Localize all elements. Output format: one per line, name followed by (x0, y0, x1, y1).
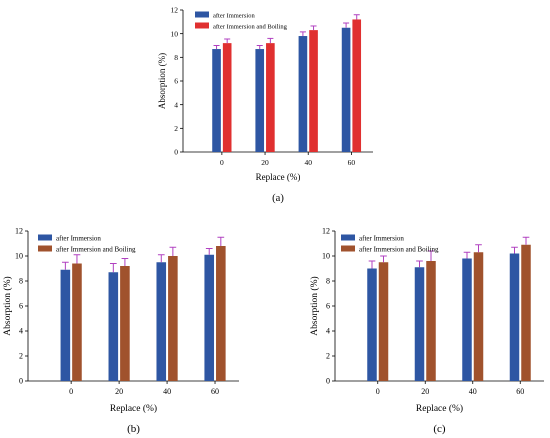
legend-label: after Immersion (359, 234, 404, 242)
panel-label: (a) (272, 193, 284, 204)
x-tick-label: 40 (304, 158, 312, 167)
bar-immersion-boiling (72, 263, 82, 381)
legend-label: after Immersion and Boiling (213, 23, 288, 30)
bar-immersion (156, 262, 167, 381)
legend-swatch (195, 11, 209, 18)
chart-panel-a: 0 2 4 6 8 10 12 0 20 40 60 after Immersion after Imm… (157, 6, 373, 204)
y-axis-label: Absorption (%) (309, 276, 320, 335)
x-tick-label: 0 (69, 387, 73, 396)
x-axis-label: Replace (%) (256, 172, 301, 182)
bar-immersion-boiling (222, 43, 232, 153)
bar-immersion-boiling (120, 266, 130, 381)
bar-immersion (212, 49, 221, 152)
legend-label: after Immersion (56, 234, 101, 242)
x-tick-label: 0 (220, 158, 224, 167)
chart-panel-b: 0 2 4 6 8 10 12 0 20 40 60 after Immersion after Imm… (2, 227, 239, 435)
bar-immersion (462, 258, 472, 381)
y-tick-label: 2 (19, 352, 23, 361)
legend-label: after Immersion and Boiling (359, 245, 439, 253)
bar-immersion (60, 269, 71, 381)
bar-immersion (255, 49, 265, 152)
y-tick-label: 4 (326, 327, 330, 336)
bar-immersion (341, 27, 351, 152)
y-tick-label: 8 (174, 53, 178, 62)
y-axis-label: Absorption (%) (2, 276, 13, 335)
bar-immersion-boiling (352, 19, 362, 152)
y-tick-label: 0 (326, 377, 330, 386)
x-axis-label: Replace (%) (110, 403, 157, 414)
y-tick-label: 0 (19, 377, 23, 386)
y-tick-label: 10 (171, 29, 179, 38)
x-tick-label: 40 (469, 387, 477, 396)
legend-swatch (195, 22, 209, 29)
bar-immersion (204, 254, 215, 381)
legend-label: after Immersion (213, 12, 255, 19)
bar-immersion-boiling (521, 244, 531, 381)
bar-immersion-boiling (216, 246, 226, 381)
panel-label: (c) (433, 423, 446, 435)
y-tick-label: 8 (326, 277, 330, 286)
x-tick-label: 40 (163, 387, 171, 396)
bar-immersion-boiling (309, 30, 318, 152)
legend-label: after Immersion and Boiling (56, 245, 136, 253)
x-tick-label: 0 (376, 387, 380, 396)
y-tick-label: 6 (19, 302, 23, 311)
bar-immersion-boiling (168, 256, 178, 381)
y-tick-label: 4 (19, 327, 23, 336)
y-tick-label: 2 (174, 124, 178, 133)
x-tick-label: 20 (115, 387, 123, 396)
y-tick-label: 12 (15, 227, 23, 236)
x-tick-label: 60 (211, 387, 219, 396)
y-tick-label: 2 (326, 352, 330, 361)
x-tick-label: 60 (516, 387, 524, 396)
y-tick-label: 12 (322, 227, 330, 236)
legend-swatch (38, 234, 52, 241)
y-tick-label: 10 (322, 252, 330, 261)
y-tick-label: 4 (174, 100, 178, 109)
bar-immersion (414, 267, 425, 381)
x-axis-label: Replace (%) (416, 403, 463, 414)
bar-immersion-boiling (266, 43, 275, 153)
legend-swatch (341, 234, 355, 241)
y-tick-label: 0 (174, 148, 178, 157)
legend-swatch (38, 245, 52, 252)
y-tick-label: 12 (171, 6, 179, 15)
bar-immersion (108, 272, 119, 381)
legend-swatch (341, 245, 355, 252)
bar-immersion-boiling (473, 252, 484, 381)
chart-panel-c: 0 2 4 6 8 10 12 0 20 40 60 after Immersion after Imm… (309, 227, 544, 435)
panel-label: (b) (127, 423, 140, 435)
x-tick-label: 20 (261, 158, 269, 167)
bar-immersion (367, 268, 377, 381)
bar-immersion (298, 36, 308, 152)
y-tick-label: 10 (15, 252, 23, 261)
x-tick-label: 20 (421, 387, 429, 396)
bar-immersion-boiling (426, 261, 436, 381)
y-tick-label: 6 (174, 77, 178, 86)
x-tick-label: 60 (348, 158, 356, 167)
bar-immersion-boiling (378, 262, 389, 381)
y-axis-label: Absorption (%) (157, 53, 167, 109)
y-tick-label: 8 (19, 277, 23, 286)
y-tick-label: 6 (326, 302, 330, 311)
bar-immersion (509, 253, 520, 381)
